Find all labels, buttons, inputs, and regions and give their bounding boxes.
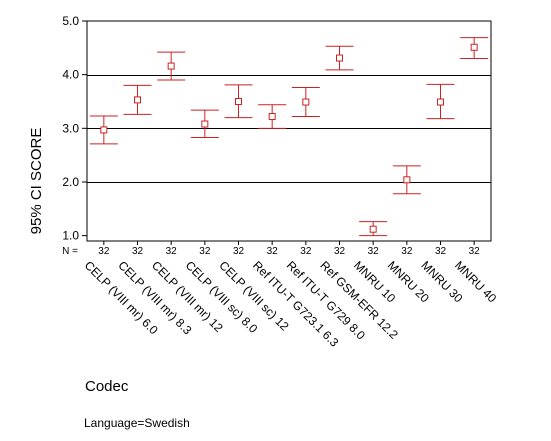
errorbar-item — [392, 165, 421, 195]
errorbar-item — [224, 84, 253, 119]
n-value: 32 — [435, 246, 447, 257]
errorbar-item — [123, 84, 152, 115]
mean-marker — [167, 62, 175, 70]
mean-marker — [100, 126, 108, 134]
n-value: 32 — [199, 246, 211, 257]
n-value: 32 — [300, 246, 312, 257]
errorbar-item — [258, 104, 287, 129]
footnote: Language=Swedish — [84, 416, 190, 430]
x-axis-label: Codec — [85, 378, 129, 395]
n-value: 32 — [469, 246, 481, 257]
n-value: 32 — [166, 246, 178, 257]
y-tick-label: 4.0 — [62, 68, 79, 82]
errorbar-item — [157, 51, 186, 81]
n-row: N = 32 32 32 32 32 32 32 32 32 32 32 32 — [62, 246, 480, 257]
plot-area — [86, 20, 492, 242]
y-axis: 1.0 2.0 3.0 4.0 5.0 — [62, 14, 87, 243]
n-value: 32 — [368, 246, 380, 257]
grid — [87, 75, 491, 183]
n-value: 32 — [334, 246, 346, 257]
n-value: 32 — [401, 246, 413, 257]
y-tick-label: 3.0 — [62, 121, 79, 135]
mean-marker — [403, 176, 411, 184]
mean-marker — [302, 98, 310, 106]
mean-marker — [437, 98, 444, 106]
errorbar-item — [426, 83, 455, 120]
mean-marker — [336, 54, 343, 62]
y-tick-label: 5.0 — [62, 14, 79, 28]
errorbar-item — [89, 115, 118, 145]
n-value: 32 — [233, 246, 245, 257]
mean-marker — [235, 97, 242, 105]
errorbar-item — [460, 37, 489, 60]
mean-marker — [268, 113, 276, 121]
mean-marker — [470, 43, 478, 51]
n-row-label: N = — [62, 246, 78, 257]
errorbar-item — [359, 221, 388, 237]
mean-marker — [134, 96, 141, 104]
errorbar-item — [291, 87, 320, 118]
mean-marker — [369, 225, 377, 233]
y-tick-label: 1.0 — [62, 229, 79, 243]
errorbar-item — [190, 109, 219, 138]
n-value: 32 — [267, 246, 279, 257]
errorbar-item — [325, 45, 354, 71]
mean-marker — [201, 120, 209, 128]
n-value: 32 — [98, 246, 110, 257]
n-value: 32 — [132, 246, 144, 257]
y-axis-label: 95% CI SCORE — [28, 128, 45, 235]
y-tick-label: 2.0 — [62, 175, 79, 189]
errorbar-series — [89, 37, 489, 237]
